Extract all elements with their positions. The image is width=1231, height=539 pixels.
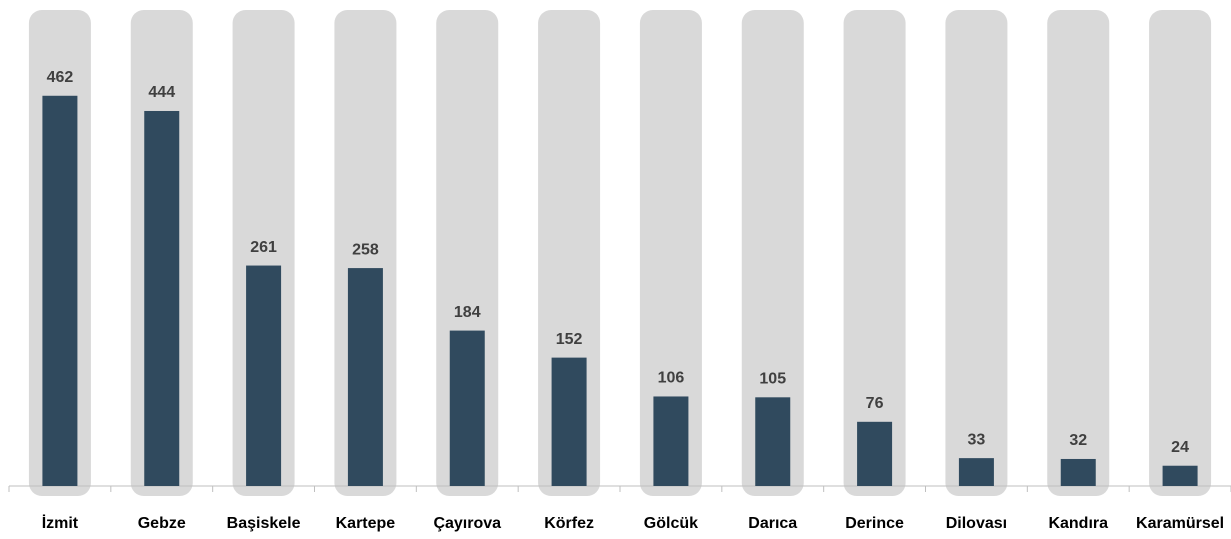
x-tick-label: Kandıra (1048, 515, 1108, 532)
x-tick-label: Gölcük (644, 515, 698, 532)
bar (653, 396, 689, 486)
value-label: 152 (556, 331, 583, 348)
x-tick-label: Derince (845, 515, 904, 532)
x-tick-label: Kartepe (336, 515, 396, 532)
bar-background (843, 10, 906, 496)
bar (1162, 465, 1198, 486)
x-tick-label: Karamürsel (1136, 515, 1224, 532)
value-label: 76 (866, 395, 884, 412)
bar (857, 421, 893, 486)
bar-background (741, 10, 804, 496)
bar (449, 330, 485, 486)
bar (755, 397, 791, 486)
bar (1060, 458, 1096, 486)
value-label: 24 (1171, 439, 1189, 456)
bar-background (1149, 10, 1212, 496)
x-tick-label: Dilovası (946, 515, 1007, 532)
value-label: 184 (454, 304, 481, 321)
bar (347, 268, 383, 486)
x-tick-label: Darıca (748, 515, 797, 532)
bar-background (945, 10, 1008, 496)
bar (958, 458, 994, 486)
bar-background (639, 10, 702, 496)
value-label: 105 (759, 371, 786, 388)
value-label: 462 (47, 69, 74, 86)
x-tick-label: Gebze (138, 515, 186, 532)
bar (551, 357, 587, 486)
bar (42, 95, 78, 487)
value-label: 444 (148, 84, 175, 101)
bar (246, 265, 282, 486)
x-tick-label: Körfez (544, 515, 594, 532)
bar-background (1047, 10, 1110, 496)
x-tick-label: Çayırova (433, 515, 501, 532)
value-label: 33 (968, 431, 986, 448)
value-label: 258 (352, 241, 379, 258)
value-label: 106 (658, 370, 685, 387)
x-tick-label: İzmit (42, 514, 79, 532)
x-tick-label: Başiskele (227, 515, 301, 532)
value-label: 32 (1069, 432, 1087, 449)
value-label: 261 (250, 239, 277, 256)
bar (144, 110, 180, 486)
